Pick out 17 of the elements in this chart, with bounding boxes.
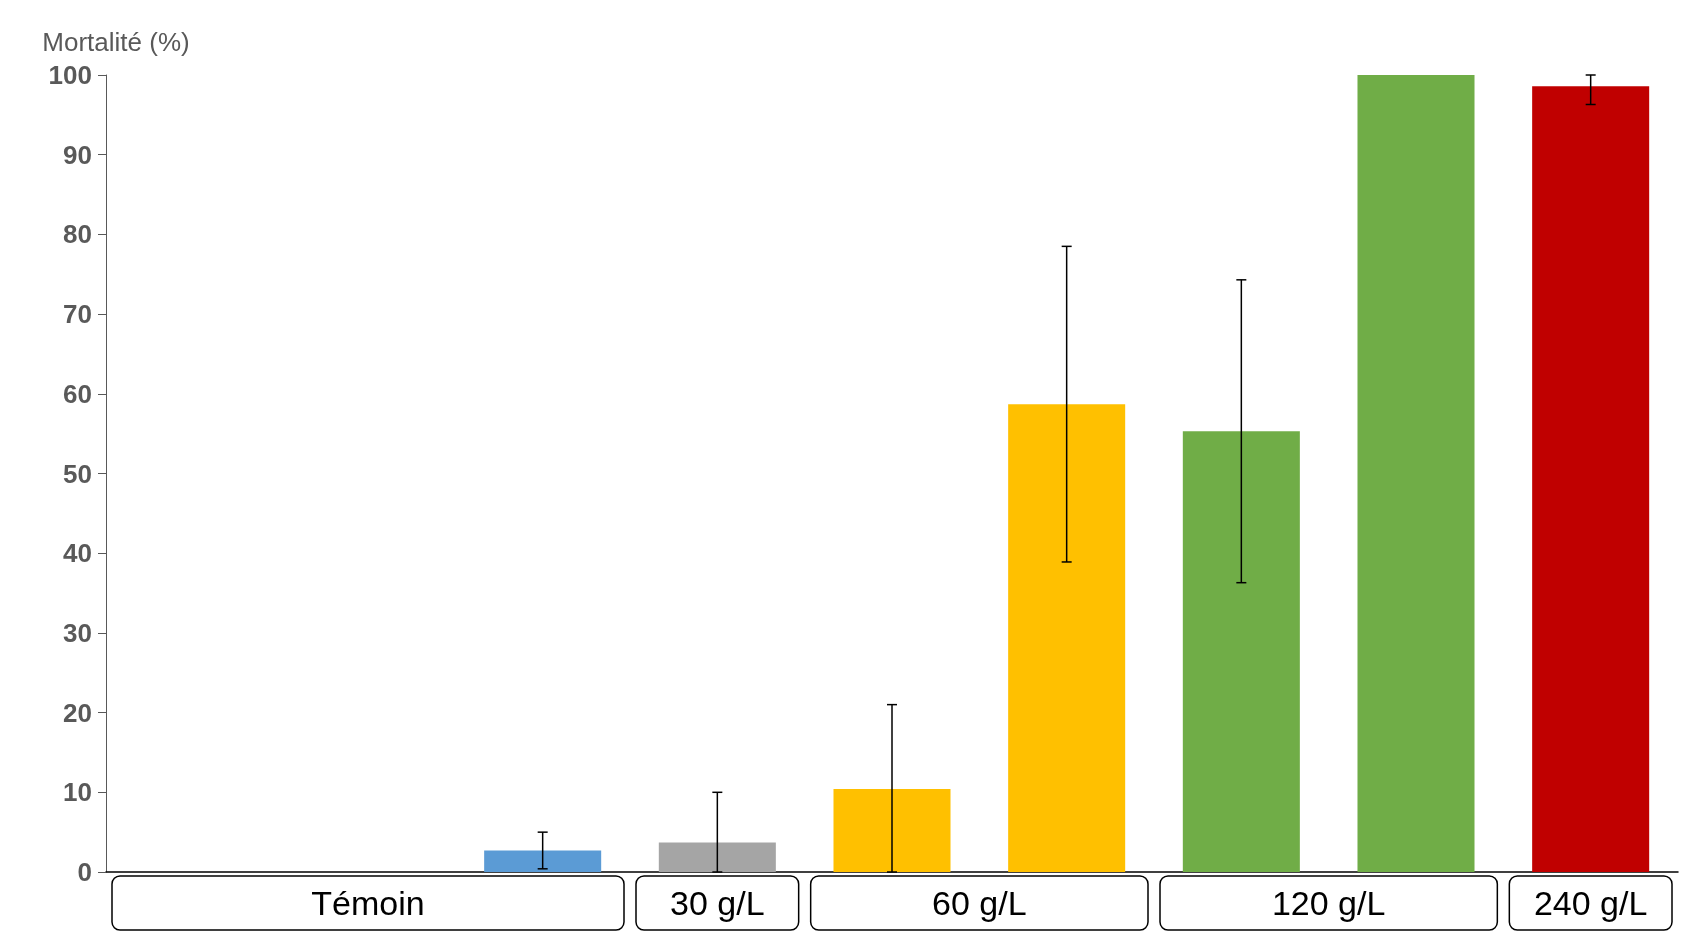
y-tick-label: 100 xyxy=(48,60,92,90)
x-tick-label: 30 g/L xyxy=(670,884,765,922)
y-tick-label: 70 xyxy=(63,299,92,330)
x-tick-label: 240 g/L xyxy=(1533,884,1648,922)
y-tick-label: 80 xyxy=(63,219,92,250)
y-tick-label: 90 xyxy=(63,139,92,170)
y-tick-label: 20 xyxy=(63,697,92,728)
y-axis-title: Mortalité (%) xyxy=(42,27,190,57)
y-tick-label: 50 xyxy=(63,458,92,489)
y-tick-label: 60 xyxy=(63,378,92,409)
y-tick-label: 10 xyxy=(63,777,92,808)
x-tick-label: 60 g/L xyxy=(932,884,1027,922)
y-tick-label: 0 xyxy=(77,857,92,887)
x-tick-label: Témoin xyxy=(311,884,425,922)
y-tick-label: 40 xyxy=(63,538,92,569)
x-tick-label: 120 g/L xyxy=(1271,884,1386,922)
y-tick-label: 30 xyxy=(63,617,92,648)
